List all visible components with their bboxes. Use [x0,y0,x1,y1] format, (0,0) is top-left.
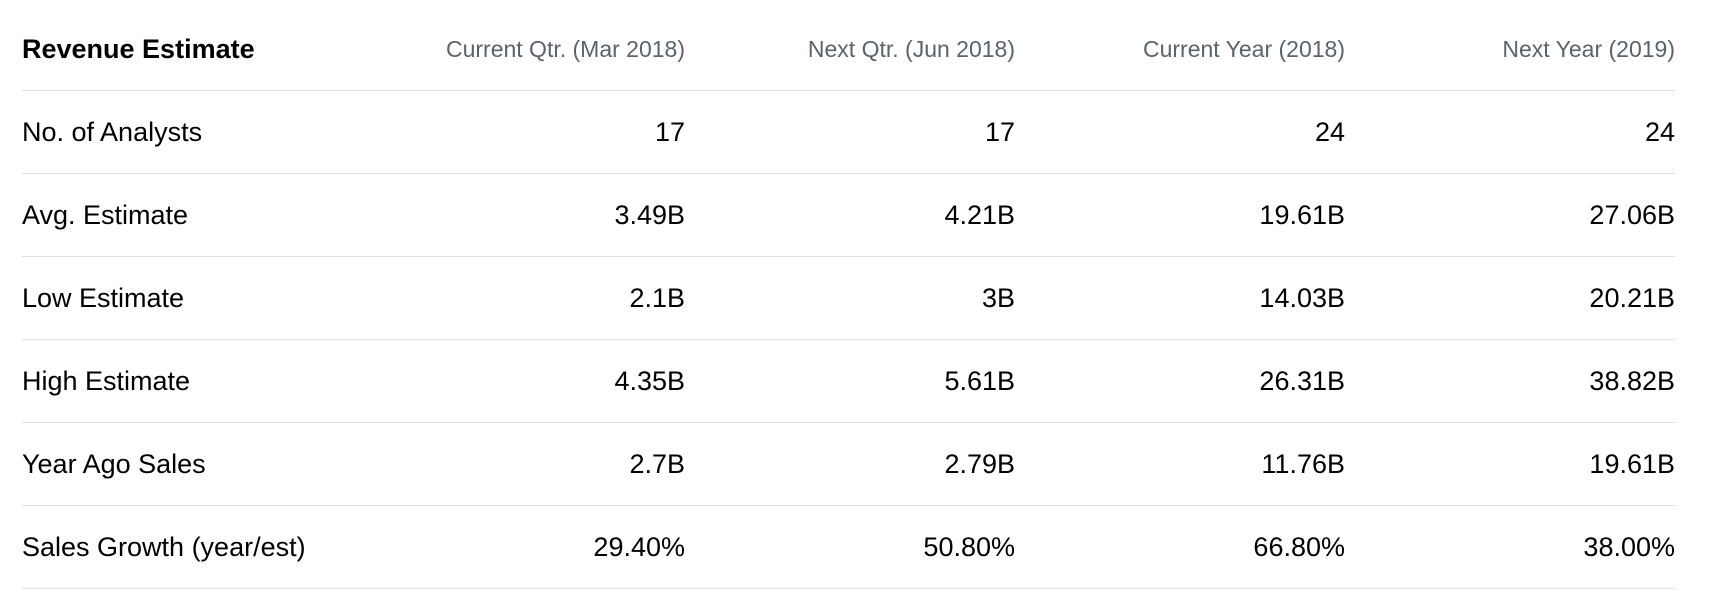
cell-next-year: 19.61B [1345,422,1675,506]
cell-current-qtr: 17 [355,90,685,174]
cell-next-year: 38.82B [1345,339,1675,423]
cell-current-qtr: 3.49B [355,173,685,257]
table-row-low-estimate: Low Estimate 2.1B 3B 14.03B 20.21B [22,256,1675,340]
column-header-next-qtr: Next Qtr. (Jun 2018) [685,8,1015,91]
cell-next-qtr: 17 [685,90,1015,174]
cell-current-qtr: 2.7B [355,422,685,506]
table-row-sales-growth: Sales Growth (year/est) 29.40% 50.80% 66… [22,505,1675,589]
table-row-year-ago-sales: Year Ago Sales 2.7B 2.79B 11.76B 19.61B [22,422,1675,506]
cell-current-qtr: 29.40% [355,505,685,589]
row-label: Sales Growth (year/est) [22,505,355,589]
cell-next-qtr: 5.61B [685,339,1015,423]
cell-current-year: 66.80% [1015,505,1345,589]
cell-current-year: 14.03B [1015,256,1345,340]
table-row-no-of-analysts: No. of Analysts 17 17 24 24 [22,90,1675,174]
cell-next-year: 20.21B [1345,256,1675,340]
cell-current-year: 19.61B [1015,173,1345,257]
cell-next-qtr: 4.21B [685,173,1015,257]
cell-current-year: 11.76B [1015,422,1345,506]
row-label: No. of Analysts [22,90,355,174]
table-header-row: Revenue Estimate Current Qtr. (Mar 2018)… [22,8,1675,91]
row-label: High Estimate [22,339,355,423]
cell-next-qtr: 50.80% [685,505,1015,589]
table-row-avg-estimate: Avg. Estimate 3.49B 4.21B 19.61B 27.06B [22,173,1675,257]
column-header-current-year: Current Year (2018) [1015,8,1345,91]
column-header-current-qtr: Current Qtr. (Mar 2018) [355,8,685,91]
cell-next-year: 27.06B [1345,173,1675,257]
cell-next-year: 38.00% [1345,505,1675,589]
table-title: Revenue Estimate [22,8,355,91]
column-header-next-year: Next Year (2019) [1345,8,1675,91]
cell-current-qtr: 4.35B [355,339,685,423]
row-label: Year Ago Sales [22,422,355,506]
table-row-high-estimate: High Estimate 4.35B 5.61B 26.31B 38.82B [22,339,1675,423]
cell-current-year: 24 [1015,90,1345,174]
revenue-estimate-table-container: Revenue Estimate Current Qtr. (Mar 2018)… [22,8,1675,589]
cell-current-qtr: 2.1B [355,256,685,340]
cell-next-qtr: 2.79B [685,422,1015,506]
cell-next-year: 24 [1345,90,1675,174]
row-label: Avg. Estimate [22,173,355,257]
cell-next-qtr: 3B [685,256,1015,340]
cell-current-year: 26.31B [1015,339,1345,423]
row-label: Low Estimate [22,256,355,340]
revenue-estimate-table: Revenue Estimate Current Qtr. (Mar 2018)… [22,8,1675,589]
